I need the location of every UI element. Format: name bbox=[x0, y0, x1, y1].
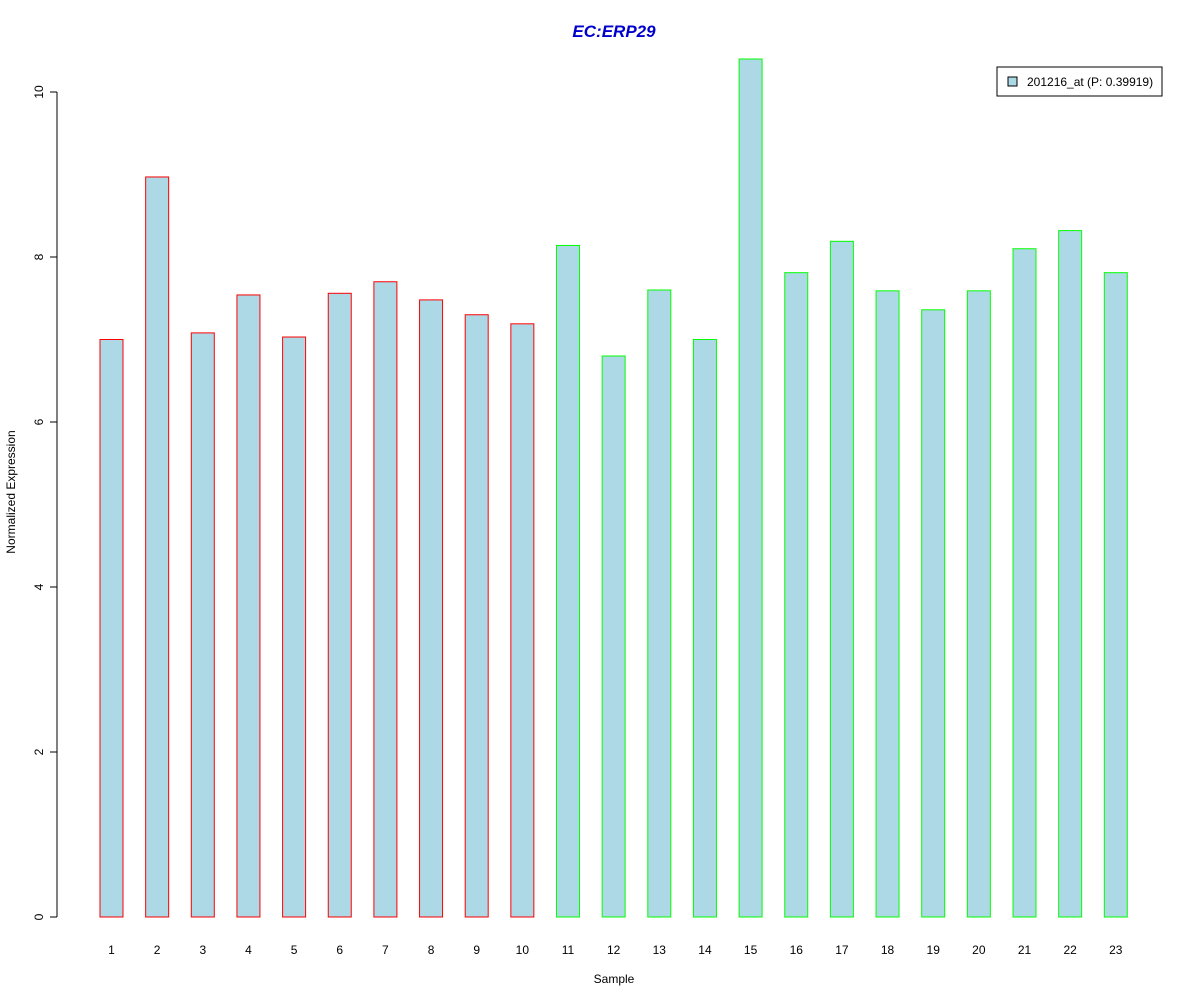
chart-title: EC:ERP29 bbox=[572, 22, 656, 41]
bar-sample-19 bbox=[921, 309, 946, 918]
x-tick-label: 12 bbox=[607, 943, 621, 957]
bar-sample-22 bbox=[1058, 230, 1083, 918]
y-axis-label: Normalized Expression bbox=[4, 430, 18, 553]
x-tick-label: 9 bbox=[473, 943, 480, 957]
x-tick-labels: 1 2 3 4 5 6 7 8 9 10 11 12 13 14 15 16 17 18 19 20 21 22 23 bbox=[108, 943, 1123, 957]
bar-sample-23 bbox=[1103, 272, 1128, 918]
y-tick-label: 10 bbox=[32, 85, 46, 99]
bar-sample-11 bbox=[556, 244, 580, 918]
x-tick-label: 14 bbox=[698, 943, 712, 957]
bars bbox=[99, 58, 1128, 918]
x-tick-label: 19 bbox=[927, 943, 941, 957]
y-tick-label: 0 bbox=[32, 913, 46, 920]
x-tick-label: 8 bbox=[428, 943, 435, 957]
x-tick-label: 16 bbox=[790, 943, 804, 957]
x-tick-label: 4 bbox=[245, 943, 252, 957]
bar-sample-8 bbox=[419, 299, 444, 918]
bar-sample-3 bbox=[190, 332, 215, 918]
bar-sample-17 bbox=[829, 240, 854, 918]
legend-box bbox=[996, 66, 1163, 97]
x-tick-label: 17 bbox=[835, 943, 849, 957]
x-tick-label: 7 bbox=[382, 943, 389, 957]
bar-sample-2 bbox=[145, 176, 170, 918]
y-tick-label: 6 bbox=[32, 418, 46, 425]
legend: 201216_at (P: 0.39919) bbox=[996, 66, 1163, 97]
x-tick-label: 5 bbox=[291, 943, 298, 957]
bar-sample-1 bbox=[99, 339, 124, 918]
legend-swatch bbox=[1007, 76, 1018, 87]
x-tick-label: 22 bbox=[1063, 943, 1077, 957]
bar-sample-10 bbox=[510, 323, 535, 918]
x-tick-label: 13 bbox=[653, 943, 667, 957]
y-tick-label: 8 bbox=[32, 253, 46, 260]
x-tick-label: 1 bbox=[108, 943, 115, 957]
bar-sample-9 bbox=[464, 314, 489, 918]
bar-sample-14 bbox=[692, 339, 717, 918]
x-tick-label: 21 bbox=[1018, 943, 1032, 957]
bar-sample-18 bbox=[875, 290, 900, 918]
bar-sample-6 bbox=[327, 292, 352, 918]
y-axis: 0 2 4 6 8 10 bbox=[32, 85, 58, 920]
x-tick-label: 2 bbox=[154, 943, 161, 957]
bar-sample-20 bbox=[966, 290, 991, 918]
bar-sample-7 bbox=[373, 281, 398, 918]
bar-sample-16 bbox=[784, 272, 809, 918]
x-tick-label: 11 bbox=[562, 943, 575, 957]
x-tick-label: 18 bbox=[881, 943, 895, 957]
legend-label: 201216_at (P: 0.39919) bbox=[1027, 75, 1153, 89]
x-tick-label: 3 bbox=[199, 943, 206, 957]
y-tick-label: 2 bbox=[32, 748, 46, 755]
bar-sample-5 bbox=[282, 336, 307, 918]
x-tick-label: 6 bbox=[336, 943, 343, 957]
x-axis-label: Sample bbox=[594, 972, 635, 986]
x-tick-label: 10 bbox=[516, 943, 530, 957]
y-tick-label: 4 bbox=[32, 583, 46, 590]
x-tick-label: 15 bbox=[744, 943, 758, 957]
bar-sample-15 bbox=[738, 58, 763, 918]
bar-sample-13 bbox=[647, 289, 672, 918]
bar-sample-4 bbox=[236, 294, 261, 918]
x-tick-label: 20 bbox=[972, 943, 986, 957]
bar-sample-12 bbox=[601, 355, 626, 918]
x-tick-label: 23 bbox=[1109, 943, 1123, 957]
bar-sample-21 bbox=[1012, 248, 1037, 918]
